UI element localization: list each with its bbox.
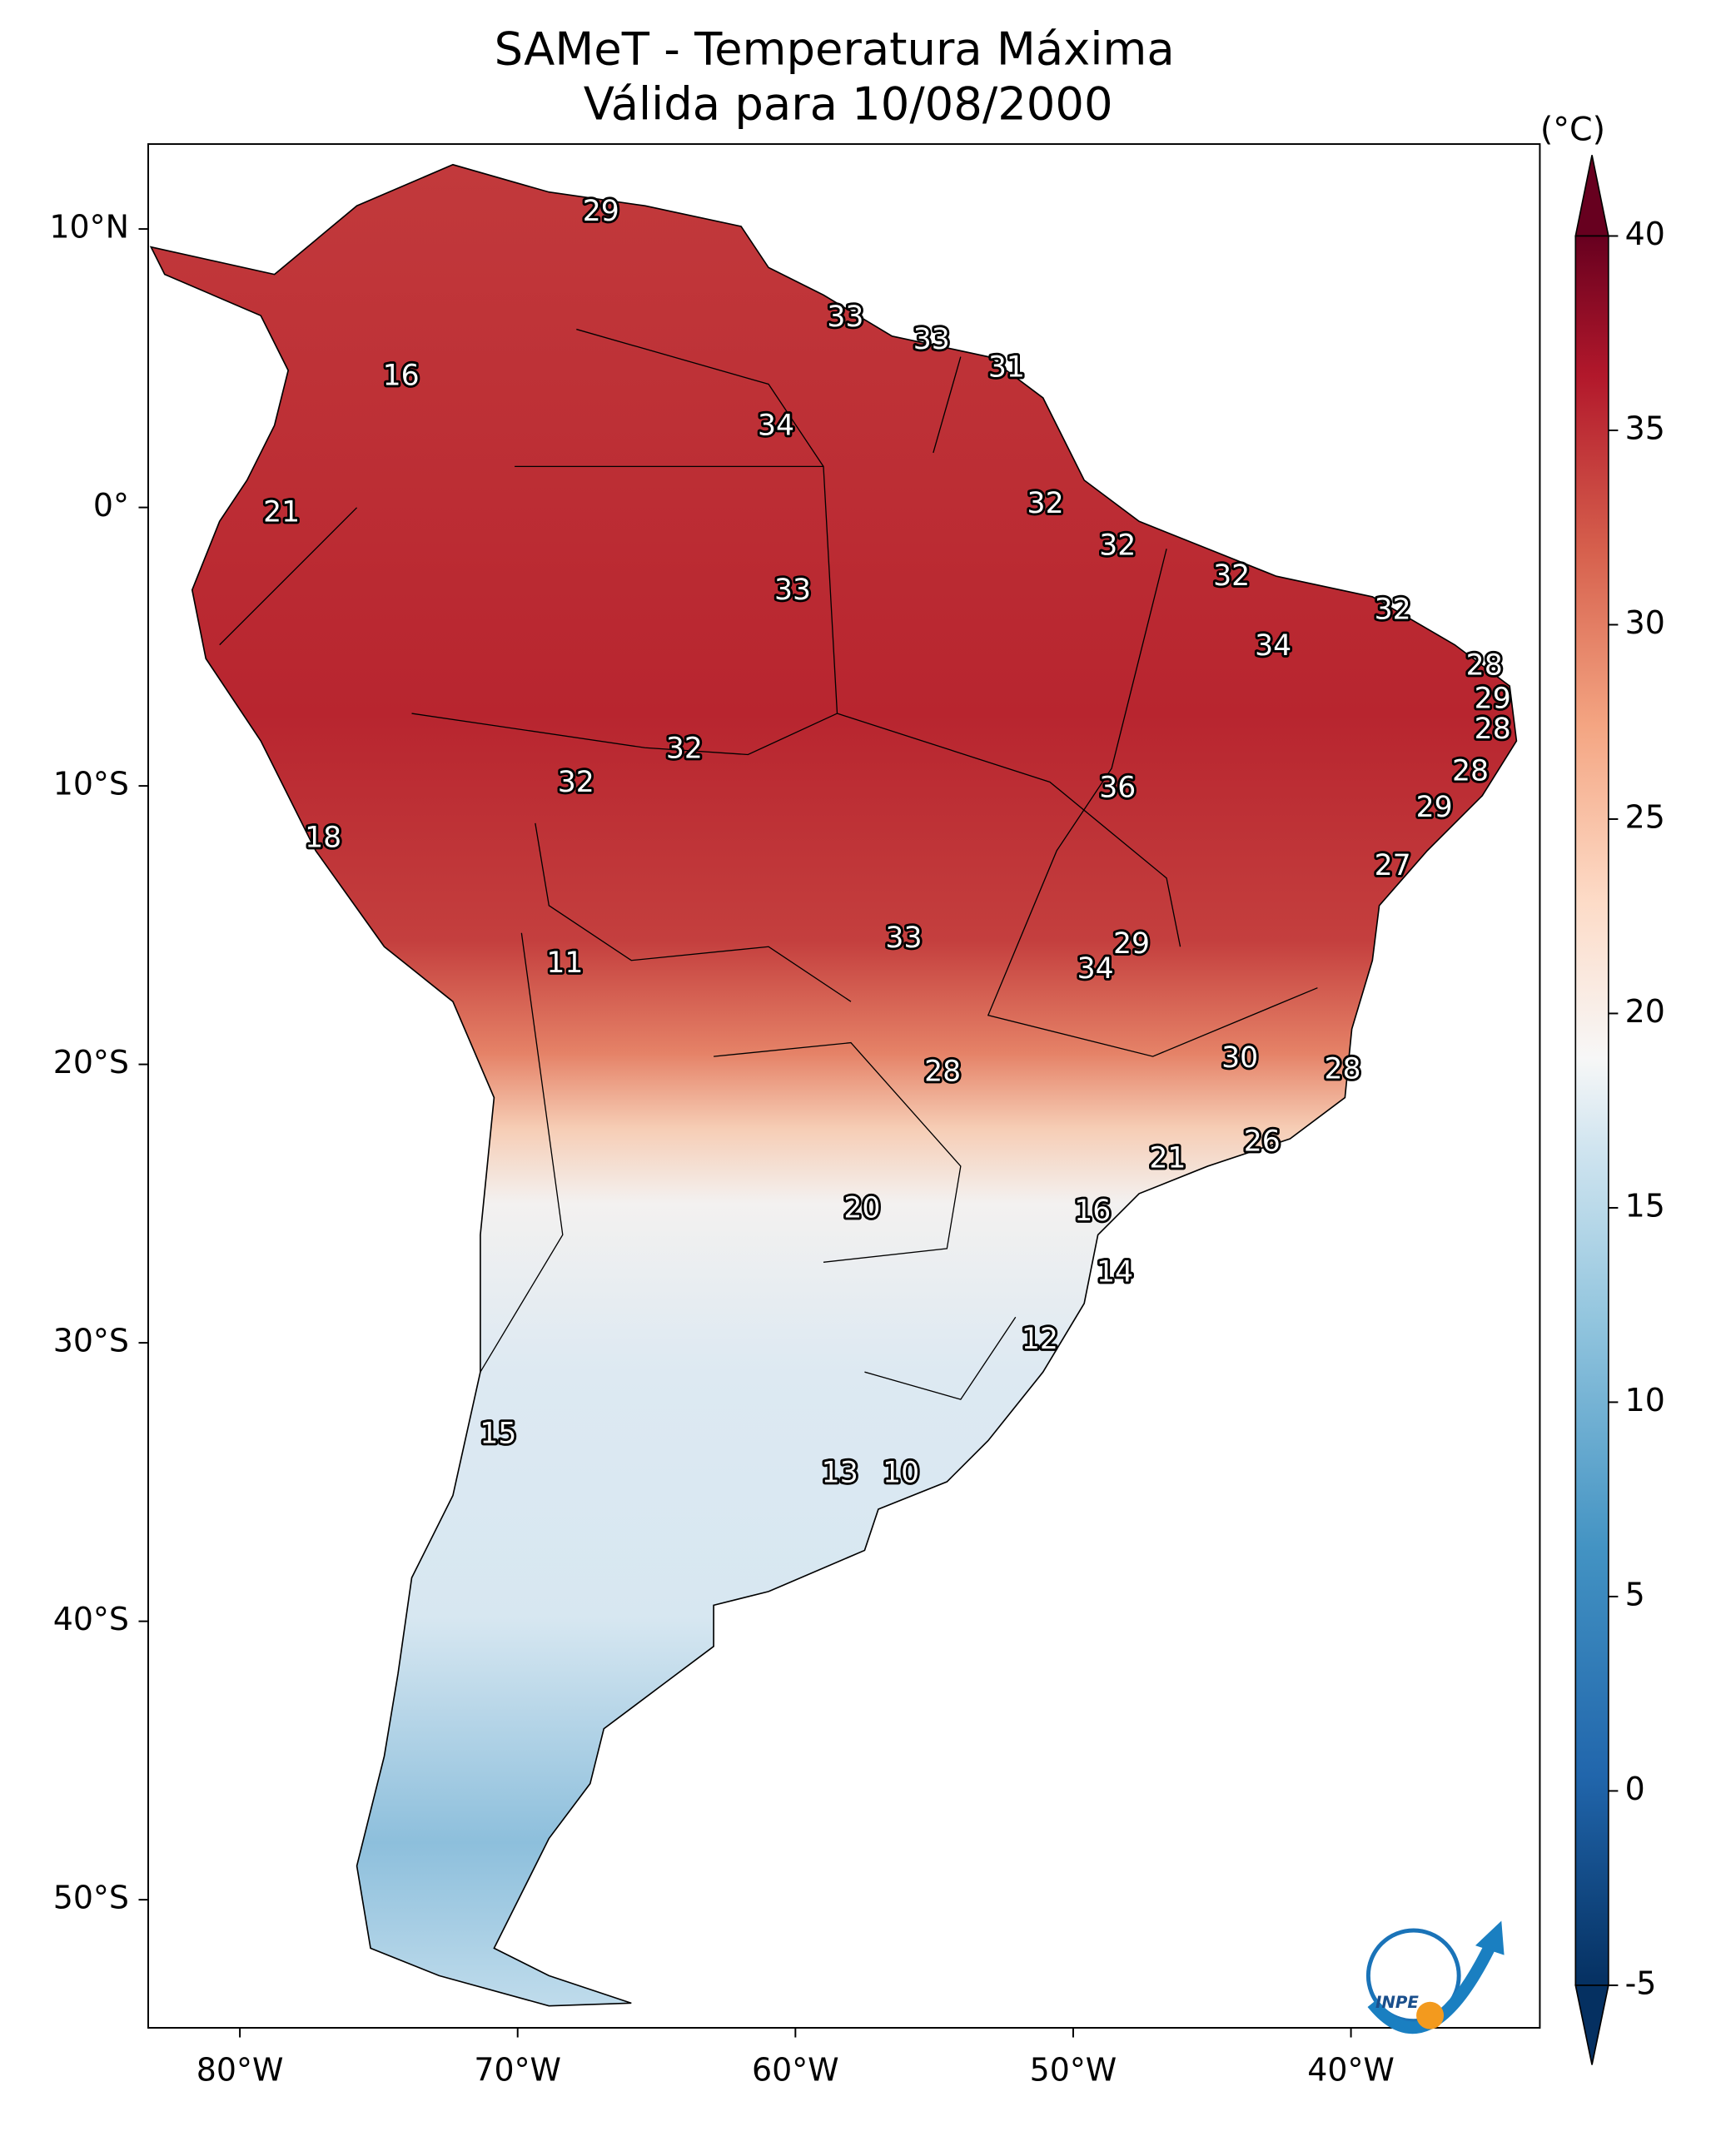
colorbar-tick-label: 30 bbox=[1625, 604, 1665, 641]
point-label: 32 bbox=[1027, 487, 1064, 520]
point-label: 29 bbox=[1475, 682, 1511, 715]
point-label: 26 bbox=[1244, 1125, 1281, 1158]
title: SAMeT - Temperatura Máxima bbox=[495, 23, 1175, 76]
point-label: 21 bbox=[1149, 1141, 1186, 1175]
point-label: 28 bbox=[1475, 713, 1511, 746]
point-label: 28 bbox=[924, 1056, 961, 1089]
point-label: 33 bbox=[774, 574, 811, 607]
y-tick-label: 0° bbox=[93, 487, 129, 524]
land bbox=[149, 163, 1518, 2007]
y-tick-label: 30°S bbox=[53, 1323, 129, 1359]
point-label: 32 bbox=[1375, 593, 1411, 626]
colorbar-tick-label: -5 bbox=[1625, 1965, 1657, 2001]
colorbar-tick-label: 15 bbox=[1625, 1187, 1665, 1224]
logo-text: INPE bbox=[1375, 1993, 1419, 2012]
y-tick-label: 40°S bbox=[53, 1601, 129, 1637]
y-tick-label: 20°S bbox=[53, 1044, 129, 1080]
point-label: 10 bbox=[883, 1456, 919, 1489]
point-label: 29 bbox=[1113, 927, 1150, 961]
x-tick-label: 60°W bbox=[752, 2051, 839, 2088]
colorbar-tick-label: 40 bbox=[1625, 216, 1665, 252]
point-label: 21 bbox=[263, 495, 300, 529]
colorbar-extend-max bbox=[1574, 155, 1609, 237]
point-label: 11 bbox=[546, 946, 583, 980]
logo: INPE bbox=[1365, 1920, 1505, 2034]
colorbar-tick-label: 35 bbox=[1625, 410, 1665, 446]
point-label: 32 bbox=[558, 766, 594, 799]
point-label: 13 bbox=[822, 1456, 858, 1489]
point-label: 31 bbox=[988, 350, 1025, 384]
colorbar-tick-label: 0 bbox=[1625, 1771, 1645, 1807]
point-label: 27 bbox=[1375, 849, 1411, 882]
x-tick-label: 50°W bbox=[1030, 2051, 1117, 2088]
map-frame bbox=[147, 143, 1541, 2029]
point-label: 34 bbox=[1255, 629, 1291, 663]
colorbar-tick-label: 10 bbox=[1625, 1382, 1665, 1418]
point-label: 14 bbox=[1097, 1255, 1133, 1289]
point-label: 16 bbox=[1074, 1195, 1111, 1228]
point-label: 33 bbox=[885, 922, 922, 955]
colorbar-label: (°C) bbox=[1540, 111, 1605, 149]
y-tick-label: 50°S bbox=[53, 1880, 129, 1916]
point-label: 33 bbox=[913, 323, 950, 356]
point-label: 16 bbox=[383, 359, 420, 392]
point-label: 29 bbox=[1416, 791, 1453, 824]
colorbar-tick-label: 25 bbox=[1625, 798, 1665, 835]
point-label: 28 bbox=[1452, 754, 1489, 787]
colorbar bbox=[1574, 235, 1609, 1986]
point-label: 32 bbox=[666, 733, 703, 766]
point-label: 29 bbox=[583, 195, 619, 228]
point-label: 15 bbox=[480, 1418, 516, 1451]
subtitle: Válida para 10/08/2000 bbox=[584, 78, 1113, 131]
point-label: 32 bbox=[1213, 559, 1250, 593]
colorbar-tick-label: 20 bbox=[1625, 993, 1665, 1030]
point-label: 28 bbox=[1325, 1052, 1361, 1085]
point-label: 36 bbox=[1099, 771, 1136, 804]
point-label: 33 bbox=[827, 301, 863, 334]
point-label: 12 bbox=[1022, 1323, 1058, 1356]
point-label: 32 bbox=[1099, 529, 1136, 562]
x-tick-label: 70°W bbox=[474, 2051, 561, 2088]
country-borders bbox=[219, 328, 1318, 1400]
x-tick-label: 40°W bbox=[1307, 2051, 1395, 2088]
y-tick-label: 10°N bbox=[49, 209, 129, 246]
colorbar-tick-label: 5 bbox=[1625, 1576, 1645, 1612]
point-label: 34 bbox=[758, 410, 794, 443]
point-label: 20 bbox=[843, 1192, 880, 1225]
point-label: 28 bbox=[1466, 648, 1503, 682]
y-tick-label: 10°S bbox=[53, 766, 129, 802]
point-label: 34 bbox=[1077, 952, 1114, 986]
colorbar-extend-min bbox=[1574, 1985, 1609, 2065]
point-label: 18 bbox=[305, 822, 341, 855]
x-tick-label: 80°W bbox=[196, 2051, 284, 2088]
point-label: 30 bbox=[1221, 1041, 1258, 1075]
